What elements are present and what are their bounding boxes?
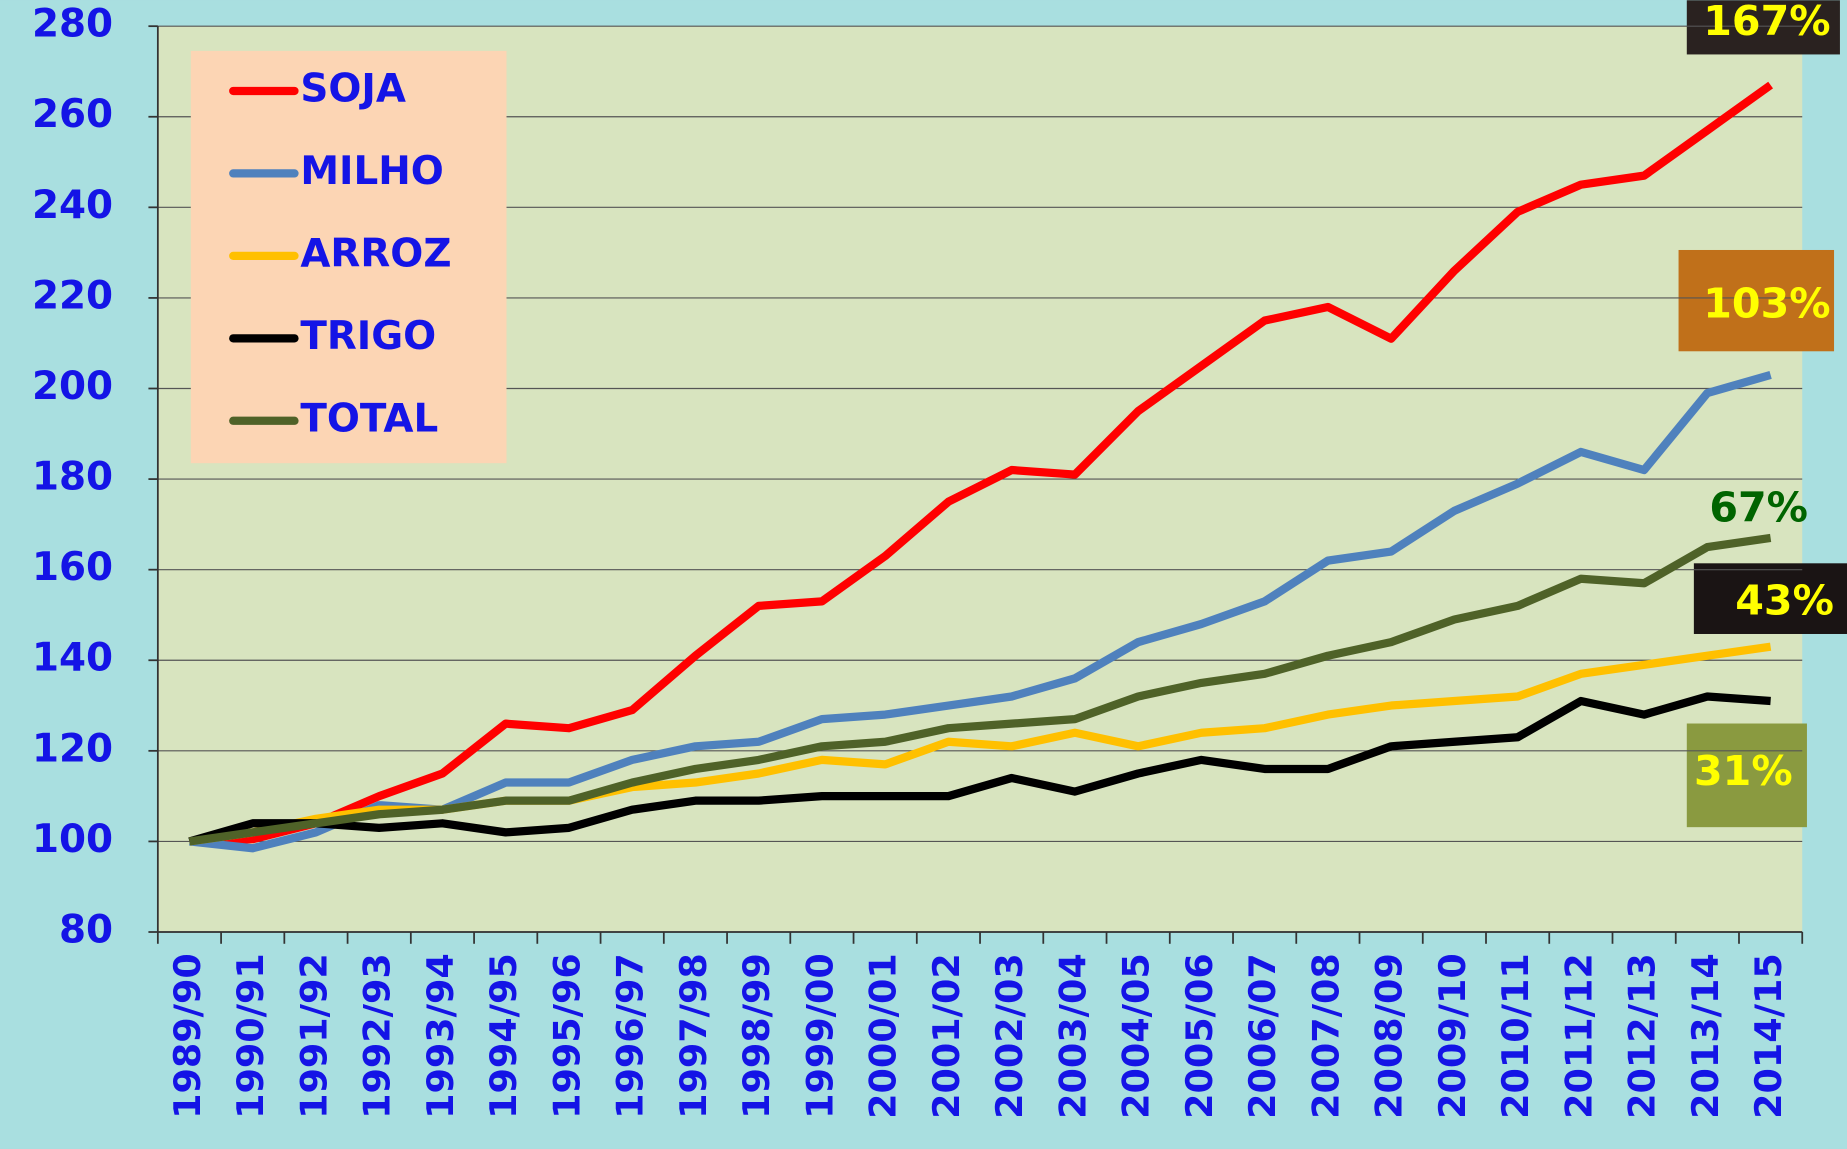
annotation: 103% xyxy=(1703,280,1830,328)
y-tick-label: 100 xyxy=(32,817,113,862)
x-tick-label: 1991/92 xyxy=(292,953,335,1119)
x-tick-label: 2005/06 xyxy=(1178,953,1221,1119)
y-tick-label: 220 xyxy=(32,273,113,318)
annotation: 43% xyxy=(1735,576,1834,624)
x-tick-label: 1998/99 xyxy=(735,953,778,1119)
y-tick-label: 180 xyxy=(32,455,113,500)
y-tick-label: 80 xyxy=(59,908,113,953)
x-tick-label: 1995/96 xyxy=(545,953,588,1119)
legend-label: TRIGO xyxy=(300,314,436,359)
x-tick-label: 2004/05 xyxy=(1115,953,1158,1119)
x-tick-label: 1992/93 xyxy=(356,953,399,1119)
page: 80 100 120 140 160 180 200 220 240 260 280 1989/90 1… xyxy=(0,0,1847,1149)
x-tick-label: 1997/98 xyxy=(672,953,715,1119)
x-tick-label: 1990/91 xyxy=(229,953,272,1119)
legend-label: SOJA xyxy=(300,66,406,111)
x-tick-label: 2013/14 xyxy=(1684,953,1727,1119)
x-tick-label: 2006/07 xyxy=(1241,953,1284,1119)
x-tick-label: 2001/02 xyxy=(925,953,968,1119)
x-tick-label: 2011/12 xyxy=(1557,953,1600,1119)
legend-label: ARROZ xyxy=(300,231,451,276)
x-tick-label: 2007/08 xyxy=(1304,953,1347,1119)
x-tick-label: 1999/00 xyxy=(798,953,841,1119)
y-tick-label: 240 xyxy=(32,183,113,228)
x-tick-label: 2009/10 xyxy=(1431,953,1474,1119)
x-tick-label: 2002/03 xyxy=(988,953,1031,1119)
annotation: 31% xyxy=(1694,747,1793,795)
x-tick-label: 2000/01 xyxy=(862,953,905,1119)
legend-label: TOTAL xyxy=(300,396,438,441)
annotation: 67% xyxy=(1709,483,1808,531)
y-tick-label: 120 xyxy=(32,726,113,771)
y-tick-label: 160 xyxy=(32,545,113,590)
annotation: 167% xyxy=(1703,0,1830,45)
y-tick-label: 140 xyxy=(32,636,113,681)
x-tick-label: 1996/97 xyxy=(609,953,652,1119)
chart: 80 100 120 140 160 180 200 220 240 260 280 1989/90 1… xyxy=(0,0,1847,1149)
y-tick-label: 260 xyxy=(32,92,113,137)
x-tick-label: 1989/90 xyxy=(166,953,209,1119)
x-tick-label: 2012/13 xyxy=(1621,953,1664,1119)
y-tick-label: 280 xyxy=(32,2,113,47)
x-tick-label: 1993/94 xyxy=(419,953,462,1119)
x-tick-label: 2014/15 xyxy=(1747,953,1790,1119)
x-tick-label: 2008/09 xyxy=(1368,953,1411,1119)
x-tick-label: 1994/95 xyxy=(482,953,525,1119)
legend-label: MILHO xyxy=(300,149,443,194)
y-tick-label: 200 xyxy=(32,364,113,409)
x-tick-label: 2010/11 xyxy=(1494,953,1537,1119)
x-tick-label: 2003/04 xyxy=(1051,953,1094,1119)
